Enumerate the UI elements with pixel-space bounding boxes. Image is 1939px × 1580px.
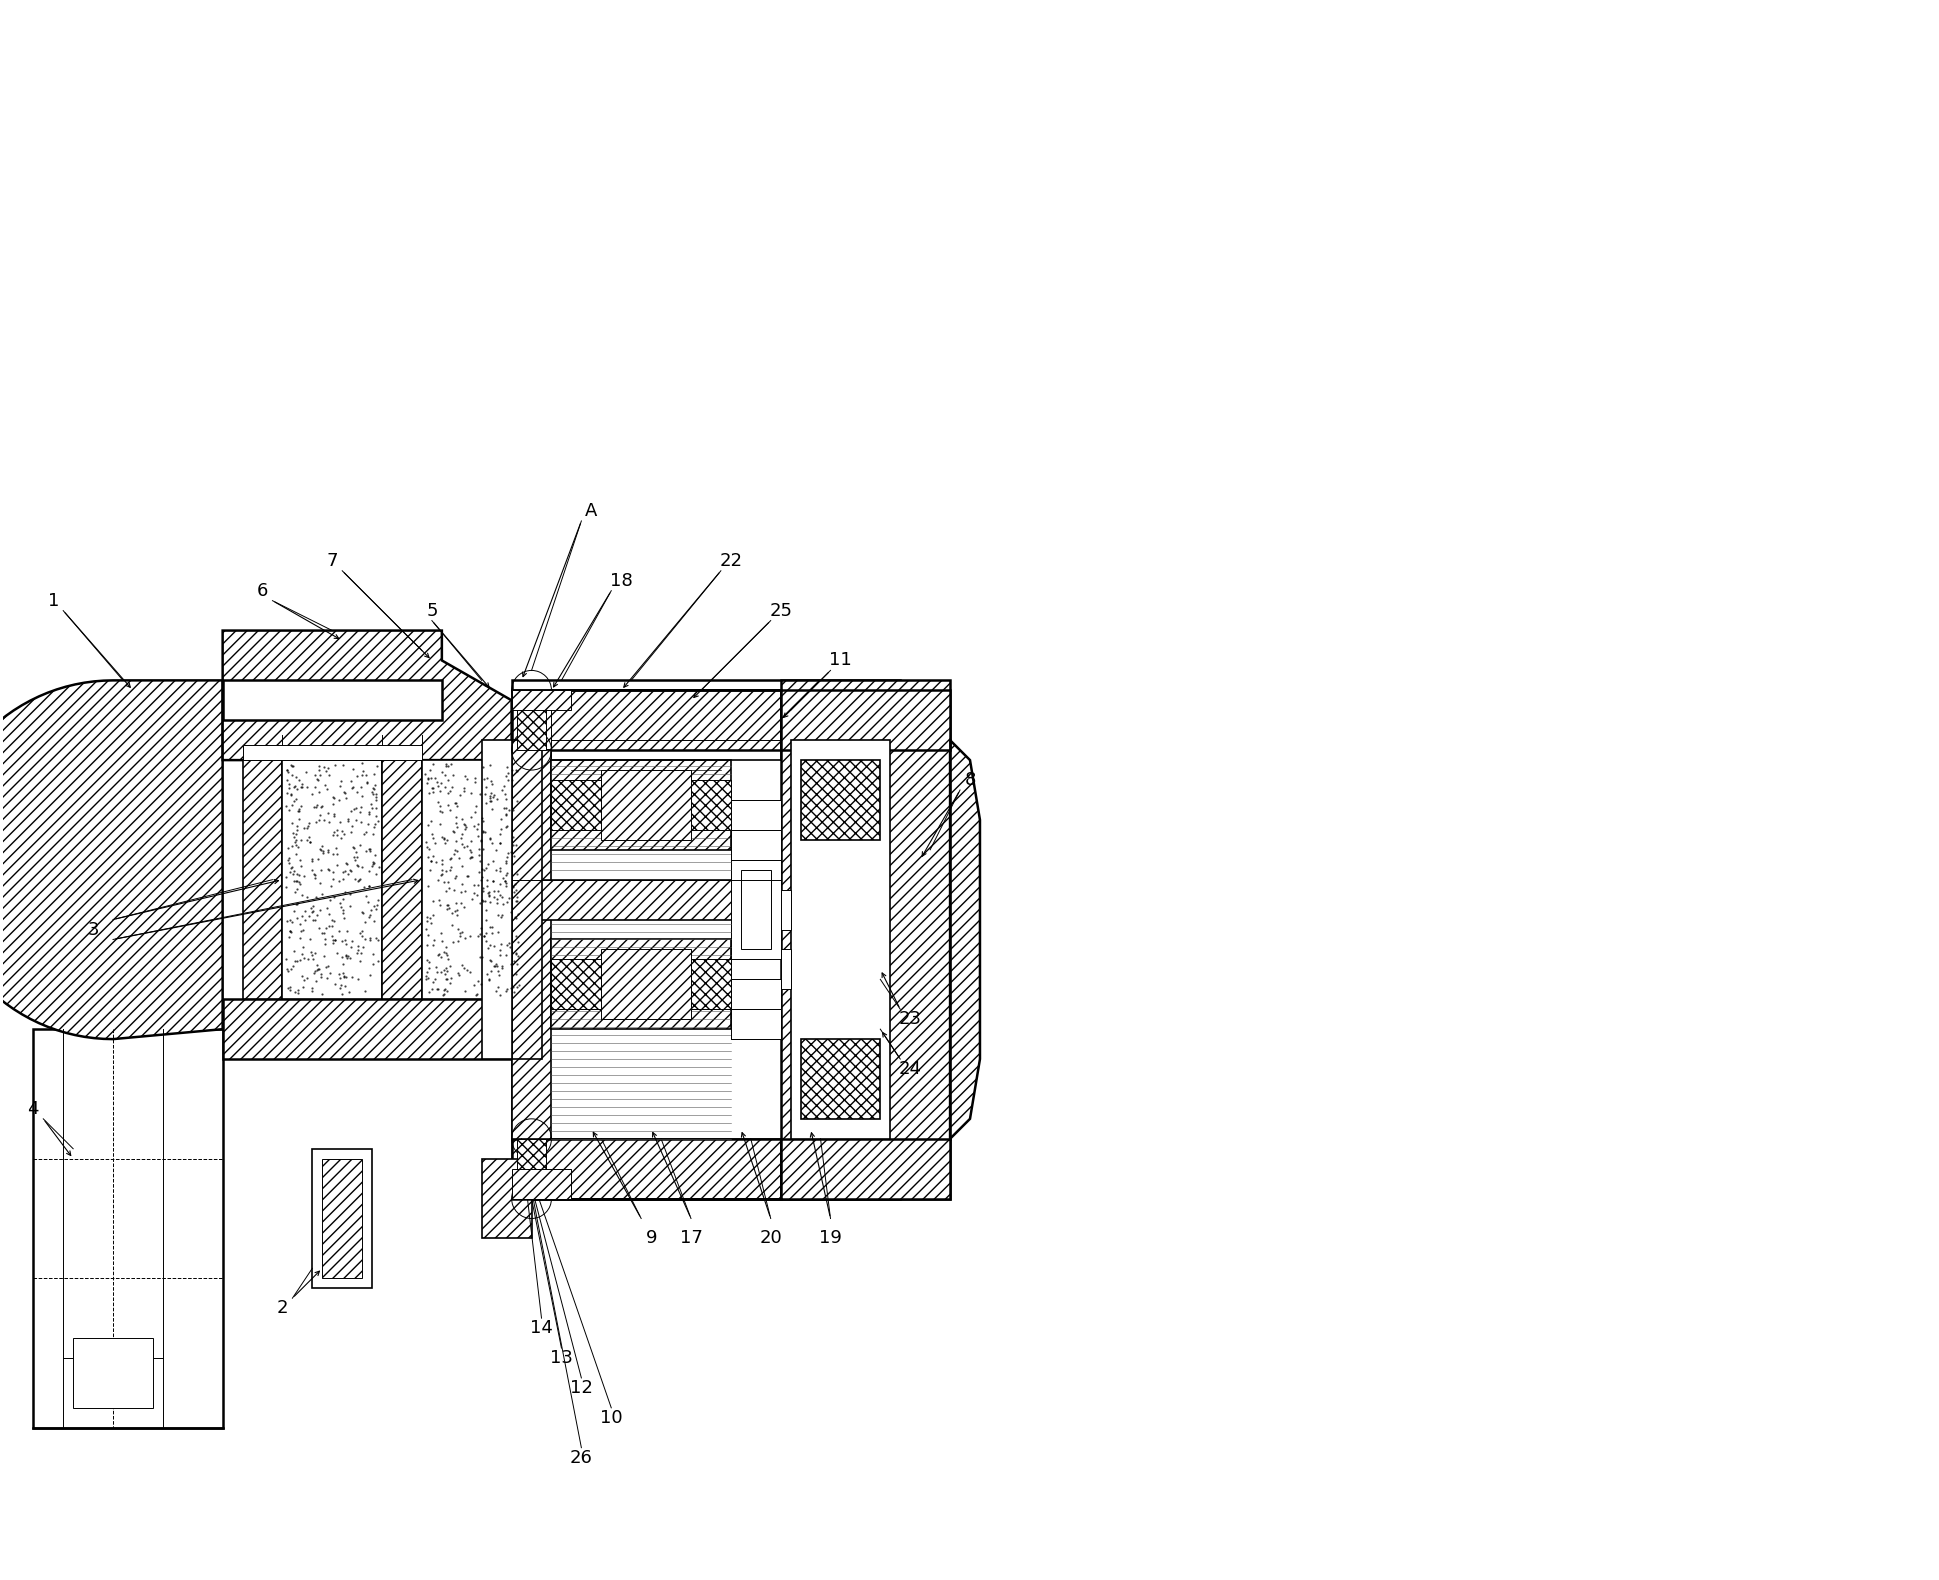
Text: 10: 10	[599, 1409, 622, 1427]
Bar	[601, 950, 690, 1019]
Bar	[731, 830, 779, 860]
Bar	[551, 959, 601, 1010]
Text: 25: 25	[768, 602, 791, 619]
Bar	[516, 1139, 547, 1199]
Text: 2: 2	[277, 1299, 289, 1318]
Text: 13: 13	[551, 1349, 572, 1367]
Bar	[74, 1338, 153, 1408]
Bar	[283, 760, 382, 999]
Bar	[731, 1010, 779, 1040]
Bar	[312, 1149, 372, 1288]
Bar	[779, 1139, 950, 1199]
Bar	[801, 1040, 880, 1119]
Text: 14: 14	[529, 1319, 553, 1337]
Text: 7: 7	[326, 551, 337, 570]
Bar	[223, 681, 442, 720]
Text: 9: 9	[646, 1229, 657, 1248]
Bar	[690, 959, 731, 1010]
Polygon shape	[950, 739, 979, 1139]
Bar	[551, 760, 731, 850]
Bar	[731, 799, 779, 830]
Text: 4: 4	[27, 1100, 39, 1119]
Bar	[551, 940, 731, 1029]
Text: 1: 1	[48, 591, 58, 610]
Bar	[572, 959, 710, 1010]
Bar	[741, 869, 770, 950]
Polygon shape	[0, 681, 223, 1040]
Bar	[731, 860, 779, 959]
Bar	[779, 950, 791, 989]
Bar	[33, 1029, 223, 1428]
Bar	[322, 1158, 363, 1278]
Bar	[512, 739, 541, 1059]
Bar	[512, 880, 779, 920]
Text: 19: 19	[818, 1229, 842, 1248]
Text: 11: 11	[828, 651, 851, 670]
Text: 3: 3	[87, 921, 99, 939]
Bar	[512, 750, 551, 1139]
Bar	[779, 681, 950, 1199]
Text: 24: 24	[898, 1060, 921, 1078]
Bar	[512, 690, 572, 711]
Bar	[442, 700, 512, 1059]
Bar	[516, 690, 547, 750]
Bar	[731, 980, 779, 1010]
Bar	[779, 690, 950, 750]
Text: 26: 26	[570, 1449, 593, 1466]
Bar	[572, 781, 710, 830]
Bar	[382, 760, 421, 999]
Text: 17: 17	[679, 1229, 702, 1248]
Bar	[801, 760, 880, 841]
Bar	[242, 760, 283, 999]
Bar	[512, 1139, 779, 1199]
Bar	[690, 781, 731, 830]
Bar	[551, 781, 601, 830]
Bar	[512, 690, 779, 750]
Text: 6: 6	[256, 581, 268, 600]
Bar	[791, 739, 890, 1139]
Text: 8: 8	[964, 771, 975, 788]
Bar	[779, 890, 791, 929]
Text: 18: 18	[609, 572, 632, 589]
Text: 20: 20	[758, 1229, 781, 1248]
Bar	[223, 999, 522, 1059]
Bar	[421, 760, 522, 999]
Text: 5: 5	[427, 602, 438, 619]
Text: A: A	[586, 502, 597, 520]
Bar	[242, 746, 421, 760]
Text: 22: 22	[719, 551, 743, 570]
Text: 23: 23	[898, 1010, 921, 1029]
Bar	[601, 769, 690, 841]
Bar	[481, 739, 512, 1059]
Bar	[512, 1169, 572, 1199]
Polygon shape	[223, 630, 512, 760]
Bar	[481, 1158, 531, 1239]
Text: 12: 12	[570, 1379, 593, 1397]
Bar	[512, 681, 900, 1199]
